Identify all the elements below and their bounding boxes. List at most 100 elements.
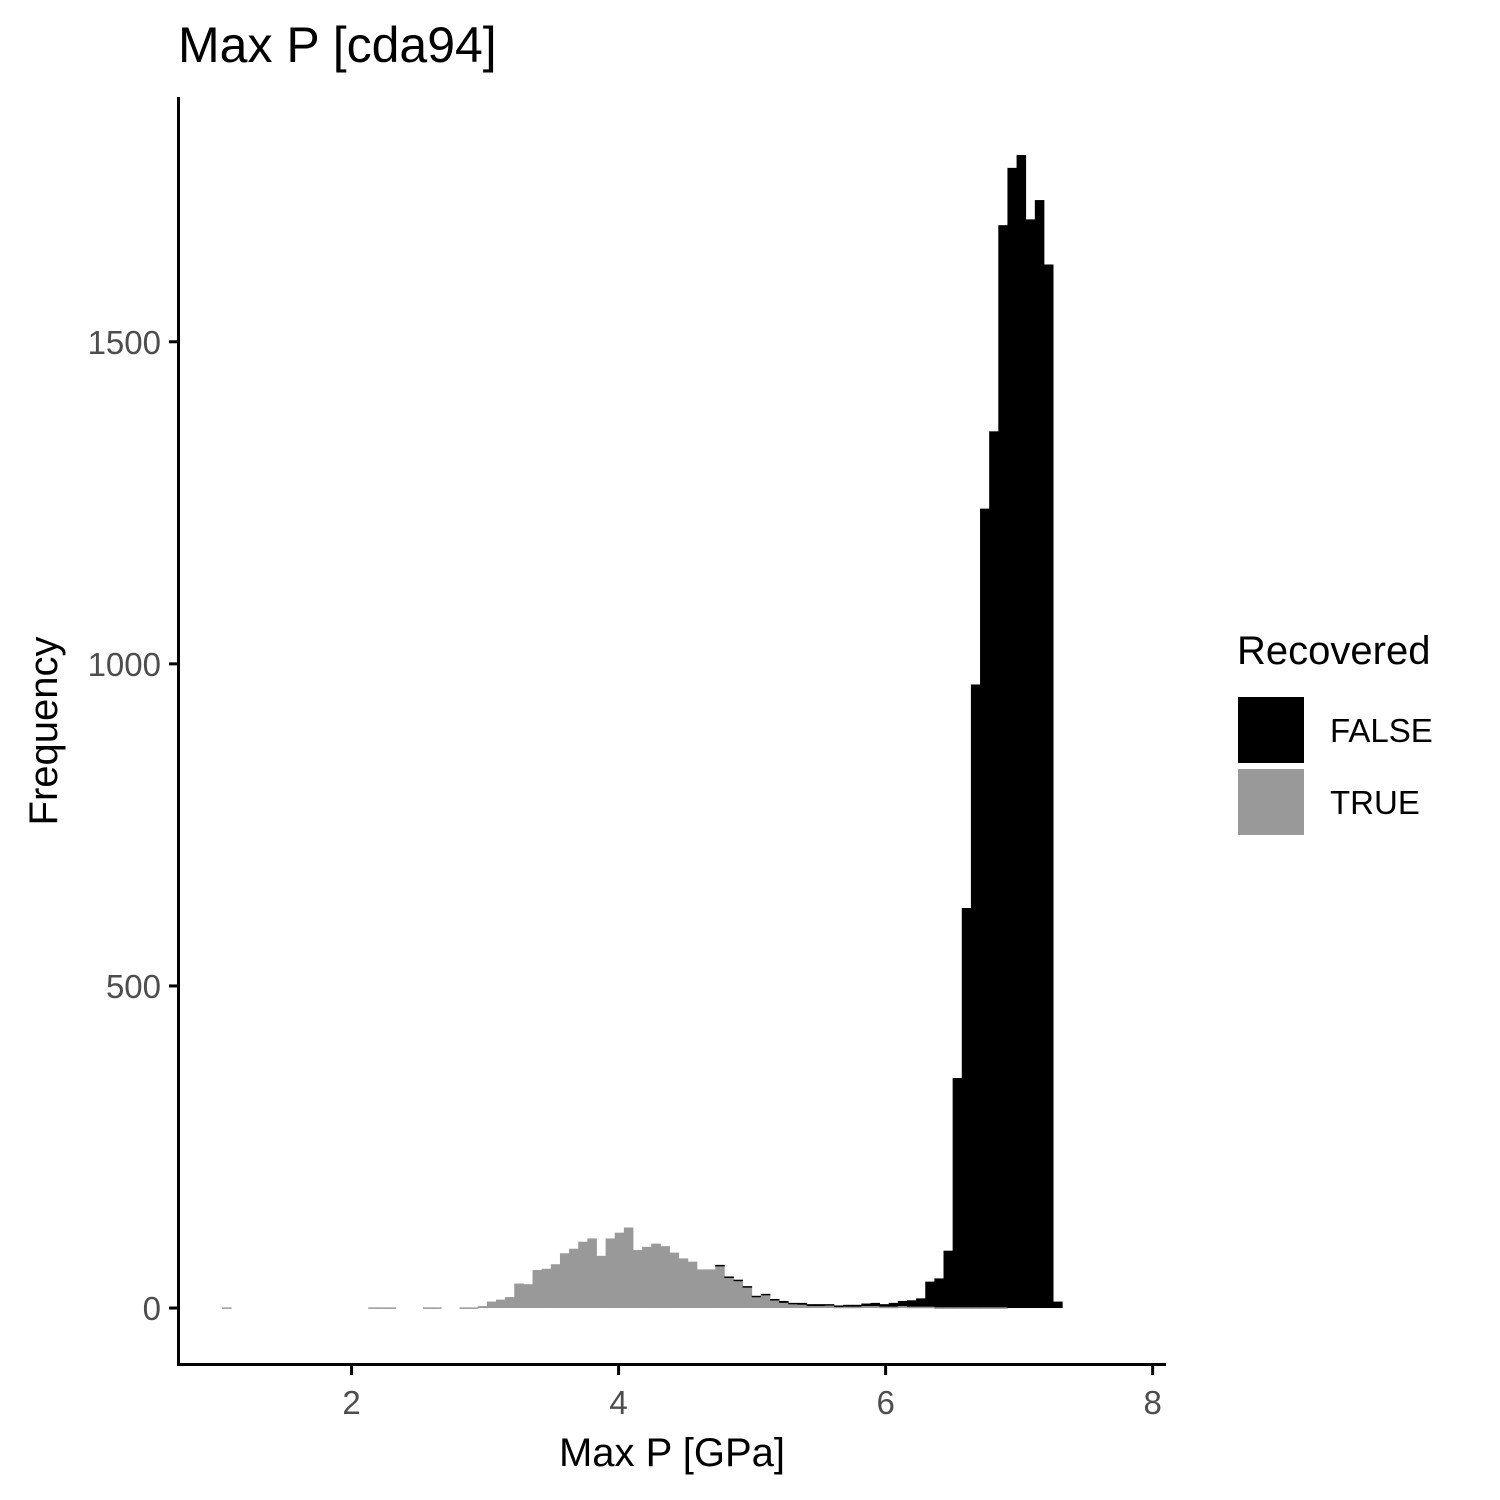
bar-false bbox=[970, 684, 981, 1308]
bar-true bbox=[550, 1264, 561, 1309]
bar-true bbox=[477, 1306, 488, 1309]
bar-true bbox=[897, 1306, 908, 1309]
bar-false bbox=[852, 1304, 862, 1307]
bar-true bbox=[541, 1268, 552, 1309]
bar-true bbox=[970, 1307, 981, 1309]
bar-true bbox=[843, 1306, 853, 1309]
bar-true bbox=[788, 1304, 798, 1309]
bar-true bbox=[496, 1299, 506, 1309]
bar-true bbox=[459, 1307, 470, 1309]
bar-false bbox=[879, 1304, 890, 1307]
bar-false bbox=[906, 1300, 917, 1307]
bar-true bbox=[623, 1227, 634, 1309]
y-tick-label: 1000 bbox=[88, 646, 161, 683]
bar-false bbox=[760, 1293, 771, 1296]
bar-true bbox=[596, 1255, 607, 1309]
y-tick-label: 0 bbox=[143, 1290, 161, 1327]
bar-true bbox=[432, 1307, 442, 1309]
x-tick-label: 8 bbox=[1143, 1384, 1161, 1421]
bar-true bbox=[989, 1307, 999, 1309]
bar-false bbox=[724, 1276, 734, 1278]
bar-false bbox=[1007, 167, 1017, 1309]
bars-layer bbox=[222, 154, 1063, 1309]
bar-false bbox=[952, 1078, 963, 1308]
x-tick-label: 2 bbox=[342, 1384, 360, 1421]
bar-true bbox=[815, 1306, 826, 1309]
bar-false bbox=[751, 1295, 762, 1298]
bar-true bbox=[980, 1307, 990, 1309]
bar-true bbox=[633, 1250, 643, 1309]
bar-false bbox=[1053, 1301, 1063, 1309]
bar-true bbox=[906, 1306, 917, 1309]
bar-true bbox=[569, 1248, 579, 1309]
legend-label-false: FALSE bbox=[1330, 712, 1433, 749]
bar-true bbox=[642, 1246, 652, 1309]
bar-true bbox=[760, 1295, 771, 1309]
bar-true bbox=[824, 1305, 835, 1309]
x-ticks: 2 4 6 8 bbox=[342, 1365, 1162, 1421]
bar-false bbox=[742, 1286, 753, 1288]
bar-true bbox=[687, 1261, 698, 1309]
x-tick-label: 4 bbox=[609, 1384, 627, 1421]
bar-true bbox=[422, 1307, 433, 1309]
bar-false bbox=[806, 1304, 817, 1307]
bar-true bbox=[696, 1269, 707, 1309]
bar-true bbox=[706, 1269, 716, 1309]
y-ticks: 0 500 1000 1500 bbox=[88, 324, 178, 1327]
bar-true bbox=[833, 1306, 844, 1309]
bar-true bbox=[651, 1243, 661, 1309]
y-tick-label: 500 bbox=[106, 968, 161, 1005]
bar-true bbox=[587, 1238, 597, 1309]
bar-false bbox=[1034, 200, 1045, 1309]
bar-false bbox=[888, 1302, 899, 1307]
bar-false bbox=[1043, 264, 1054, 1309]
bar-true bbox=[943, 1307, 954, 1309]
bar-true bbox=[797, 1304, 807, 1309]
bar-false bbox=[779, 1300, 789, 1303]
bar-true bbox=[742, 1287, 753, 1309]
bar-false bbox=[961, 908, 972, 1308]
bar-true bbox=[961, 1307, 972, 1309]
bar-false bbox=[1016, 154, 1027, 1309]
bar-false bbox=[788, 1302, 798, 1305]
bar-true bbox=[806, 1306, 817, 1309]
bar-true bbox=[614, 1232, 625, 1309]
bar-true bbox=[852, 1306, 862, 1309]
bar-true bbox=[386, 1307, 396, 1309]
bar-false bbox=[843, 1304, 853, 1307]
bar-false bbox=[769, 1299, 780, 1301]
y-tick-label: 1500 bbox=[88, 324, 161, 361]
bar-true bbox=[934, 1307, 944, 1309]
bar-false bbox=[815, 1304, 826, 1307]
bar-false bbox=[925, 1281, 935, 1307]
bar-true bbox=[870, 1306, 880, 1309]
bar-false bbox=[1025, 219, 1036, 1309]
bar-false bbox=[998, 225, 1008, 1308]
bar-false bbox=[989, 431, 999, 1308]
bar-true bbox=[952, 1307, 963, 1309]
bar-true bbox=[578, 1241, 588, 1309]
bar-true bbox=[916, 1306, 926, 1309]
y-axis-title: Frequency bbox=[22, 637, 66, 826]
legend-swatch-false bbox=[1238, 697, 1304, 763]
bar-true bbox=[733, 1280, 744, 1309]
bar-false bbox=[824, 1304, 835, 1306]
bar-true bbox=[724, 1277, 734, 1309]
legend: Recovered FALSE TRUE bbox=[1237, 629, 1433, 835]
legend-label-true: TRUE bbox=[1330, 784, 1420, 821]
bar-false bbox=[870, 1302, 880, 1307]
bar-true bbox=[715, 1265, 725, 1309]
bar-true bbox=[505, 1297, 515, 1309]
bar-true bbox=[523, 1284, 533, 1309]
bar-false bbox=[833, 1305, 844, 1307]
legend-title: Recovered bbox=[1237, 629, 1430, 673]
bar-false bbox=[861, 1303, 871, 1307]
bar-true bbox=[559, 1253, 570, 1309]
bar-true bbox=[532, 1270, 543, 1309]
bar-true bbox=[377, 1307, 387, 1309]
bar-true bbox=[669, 1252, 680, 1309]
x-tick-label: 6 bbox=[876, 1384, 894, 1421]
bar-true bbox=[861, 1306, 871, 1309]
bar-false bbox=[934, 1278, 944, 1308]
